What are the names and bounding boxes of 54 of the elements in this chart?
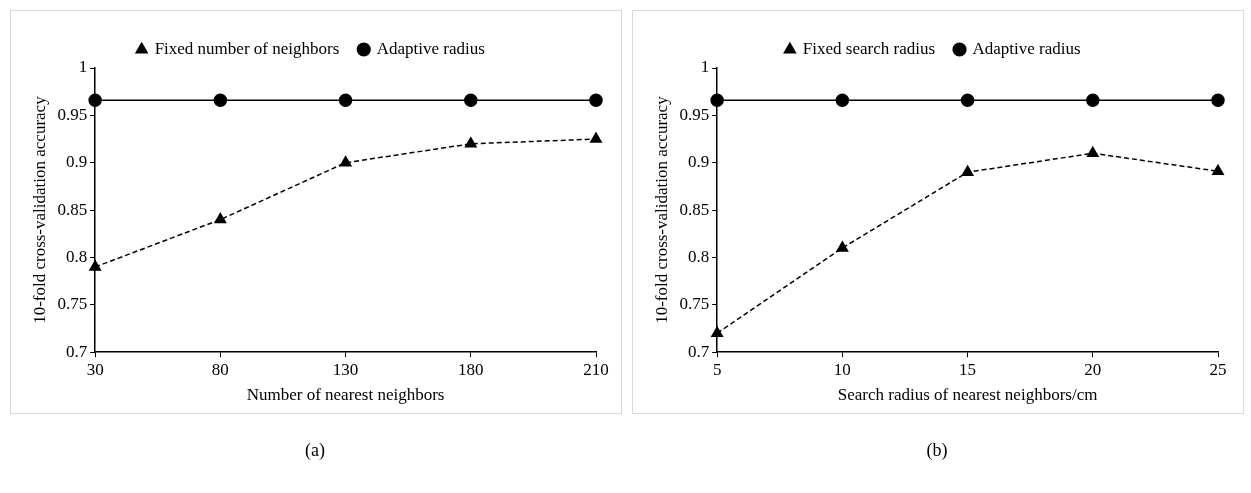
- point: [338, 93, 353, 107]
- y-tick-label: 0.8: [687, 246, 710, 266]
- point: [1086, 93, 1100, 107]
- x-axis-title: Search radius of nearest neighbors/cm: [837, 385, 1098, 405]
- y-axis-title: 10-fold cross-validation accuracy: [651, 95, 671, 324]
- y-tick-label: 0.9: [65, 152, 88, 172]
- y-tick-label: 0.9: [687, 152, 710, 172]
- point: [710, 93, 724, 107]
- x-tick-label: 180: [458, 359, 484, 379]
- x-tick-label: 25: [1209, 359, 1227, 379]
- y-tick-label: 0.75: [679, 294, 710, 314]
- legend-label: Adaptive radius: [376, 38, 485, 58]
- x-tick-label: 5: [712, 359, 722, 379]
- y-tick-label: 0.7: [687, 341, 710, 361]
- point: [590, 132, 602, 143]
- point: [214, 212, 227, 224]
- x-tick-label: 80: [211, 359, 229, 379]
- y-tick-label: 1: [700, 57, 710, 77]
- point: [1212, 164, 1224, 176]
- x-tick-label: 15: [959, 359, 977, 379]
- y-tick-label: 0.75: [57, 294, 88, 314]
- y-tick-label: 1: [78, 57, 88, 77]
- legend-label: Fixed search radius: [802, 38, 936, 58]
- point: [464, 93, 478, 107]
- point: [711, 326, 724, 337]
- y-tick-label: 0.85: [679, 199, 710, 219]
- point: [1086, 146, 1099, 158]
- text: (b): [925, 440, 949, 461]
- y-axis-title: 10-fold cross-validation accuracy: [29, 95, 49, 324]
- text: (a): [304, 440, 326, 461]
- x-tick-label: 10: [833, 359, 851, 379]
- y-tick-label: 0.95: [679, 104, 710, 124]
- x-tick-label: 20: [1084, 359, 1102, 379]
- point: [960, 93, 975, 107]
- x-tick-label: 30: [86, 359, 104, 379]
- point: [836, 241, 849, 252]
- y-tick-label: 0.95: [57, 104, 88, 124]
- y-tick-label: 0.85: [57, 199, 88, 219]
- point: [339, 155, 352, 167]
- point: [213, 93, 228, 107]
- y-tick-label: 0.7: [65, 341, 88, 361]
- x-tick-label: 130: [332, 359, 359, 379]
- legend-label: Adaptive radius: [972, 38, 1081, 58]
- point: [1211, 93, 1225, 107]
- x-tick-label: 210: [583, 359, 609, 379]
- legend-label: Fixed number of neighbors: [154, 38, 340, 58]
- x-axis-title: Number of nearest neighbors: [246, 385, 445, 405]
- y-tick-label: 0.8: [65, 246, 88, 266]
- point: [464, 137, 477, 148]
- point: [961, 165, 974, 176]
- point: [589, 93, 603, 107]
- point: [835, 93, 850, 107]
- point: [89, 260, 102, 271]
- point: [88, 93, 102, 107]
